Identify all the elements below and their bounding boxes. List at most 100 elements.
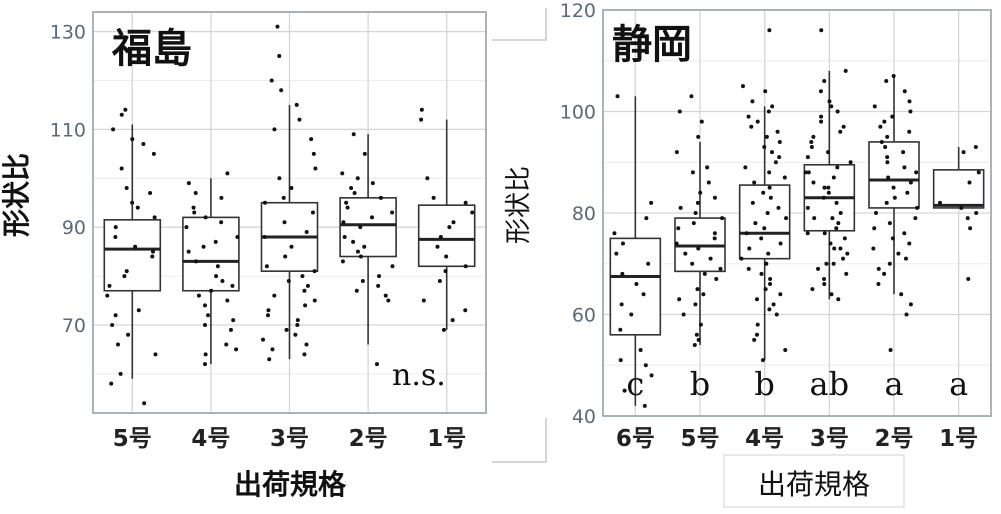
data-point (351, 239, 356, 244)
data-point (141, 142, 146, 147)
data-point (743, 165, 748, 170)
data-point (775, 129, 780, 134)
data-point (203, 352, 208, 357)
data-point (148, 190, 153, 195)
panel-frame (602, 9, 992, 417)
data-point (876, 266, 881, 271)
data-point (872, 226, 877, 231)
x-tick-label: 2号 (874, 426, 913, 452)
data-point (755, 322, 760, 327)
data-point (885, 160, 890, 165)
data-point (908, 180, 913, 185)
data-point (193, 190, 198, 195)
significance-letter: a (949, 365, 968, 403)
data-point (768, 282, 773, 287)
data-point (885, 134, 890, 139)
data-point (206, 313, 211, 318)
data-point (750, 99, 755, 104)
data-point (225, 298, 230, 303)
data-point (822, 282, 827, 287)
data-point (447, 225, 452, 230)
data-point (718, 266, 723, 271)
significance-note: n.s. (392, 358, 446, 393)
data-point (835, 109, 840, 114)
data-point (643, 363, 648, 368)
data-point (202, 322, 207, 327)
data-point (431, 195, 436, 200)
data-point (267, 357, 272, 362)
data-point (152, 215, 157, 220)
data-point (712, 231, 717, 236)
data-point (370, 215, 375, 220)
data-point (184, 225, 189, 230)
data-point (192, 210, 197, 215)
data-point (693, 211, 698, 215)
data-point (760, 358, 765, 363)
data-point (819, 28, 824, 33)
box-iqr (339, 197, 397, 258)
data-point (829, 292, 834, 297)
data-point (884, 79, 889, 84)
data-point (620, 271, 625, 276)
data-point (312, 269, 317, 274)
data-point (136, 308, 141, 313)
data-point (882, 119, 887, 124)
data-point (901, 150, 906, 155)
data-point (638, 348, 643, 353)
data-point (119, 166, 124, 171)
data-point (891, 73, 896, 78)
data-point (771, 302, 776, 307)
data-point (690, 261, 695, 266)
data-point (110, 322, 115, 327)
data-point (696, 337, 701, 342)
data-point (698, 322, 703, 327)
data-point (961, 150, 966, 155)
data-point (903, 256, 908, 261)
data-point (838, 246, 843, 251)
data-point (809, 145, 814, 150)
box-iqr (182, 216, 240, 292)
data-point (836, 221, 841, 226)
data-point (904, 312, 909, 317)
data-point (696, 246, 701, 251)
data-point (272, 127, 277, 132)
data-point (973, 145, 978, 150)
data-point (678, 205, 683, 210)
data-point (768, 276, 773, 281)
data-point (619, 302, 624, 307)
data-point (341, 220, 346, 225)
data-point (778, 241, 783, 246)
data-point (228, 327, 233, 332)
data-point (816, 266, 821, 271)
data-point (113, 313, 118, 318)
y-tick-label: 130 (50, 22, 86, 44)
data-point (289, 244, 294, 249)
data-point (437, 278, 442, 283)
data-point (186, 181, 191, 186)
data-point (261, 337, 266, 342)
data-point (883, 145, 888, 150)
data-point (186, 249, 191, 254)
data-point (965, 216, 970, 221)
data-point (749, 124, 754, 129)
data-point (451, 220, 456, 225)
data-point (763, 287, 768, 292)
data-point (778, 292, 783, 297)
data-point (438, 234, 443, 239)
data-point (884, 200, 889, 205)
data-point (151, 249, 156, 254)
panel-connector-line (492, 8, 547, 41)
significance-letter: b (690, 365, 710, 403)
data-point (874, 211, 879, 215)
data-point (225, 171, 230, 176)
data-point (463, 264, 468, 269)
box-iqr (738, 184, 791, 260)
x-axis-label: 出荷規格 (234, 468, 347, 501)
data-point (275, 24, 280, 29)
data-point (755, 119, 760, 124)
data-point (360, 278, 365, 283)
data-point (355, 249, 360, 254)
data-point (890, 236, 895, 241)
data-point (764, 261, 769, 266)
